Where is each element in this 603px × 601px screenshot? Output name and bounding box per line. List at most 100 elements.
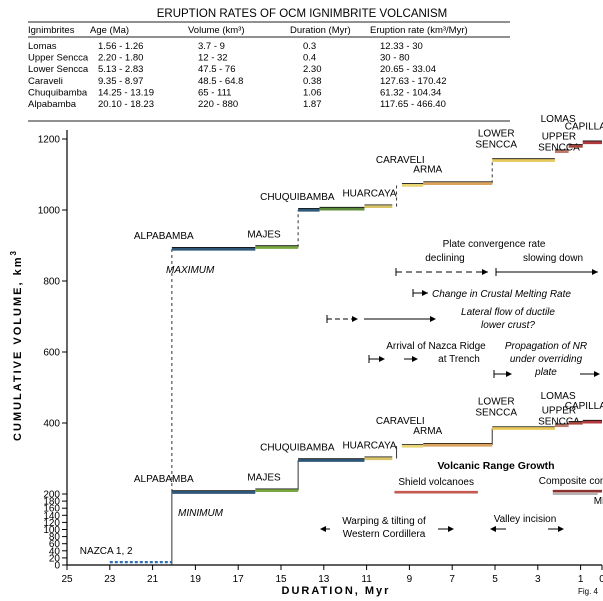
table-title: ERUPTION RATES OF OCM IGNIMBRITE VOLCANI… [157,8,448,20]
extra-line-label: Shield volcanoes [398,477,474,488]
declining-label: declining [425,253,464,264]
propagation-arrowhead [506,371,512,377]
x-tick-label: 19 [190,574,202,585]
step-label: CARAVELI [376,416,425,427]
step-label: LOWER [478,128,515,139]
table-cell: 1.87 [303,99,322,110]
valley-arrowhead-left [490,526,496,532]
valley-label: Valley incision [494,514,557,525]
lateral-flow-line2: lower crust? [481,320,535,331]
range-growth-title: Volcanic Range Growth [437,460,554,472]
table-header: Ignimbrites [28,25,75,36]
table-cell: Alpabamba [28,99,77,110]
extra-line-label: Composite cones [539,476,603,487]
table-cell: Lower Sencca [28,64,89,75]
y-tick-label: 120 [43,518,60,529]
x-tick-label: 9 [407,574,413,585]
y-tick-label: 140 [43,511,60,522]
table-cell: 0.38 [303,76,322,87]
crustal-melting-label: Change in Crustal Melting Rate [432,289,571,300]
y-tick-label: 80 [49,532,61,543]
nazca-arrowhead-2 [412,356,418,362]
table-cell: 65 - 111 [198,87,231,98]
x-tick-label: 21 [147,574,159,585]
extra-lines: Shield volcanoes Composite cones MF [394,476,603,507]
table-cell: 2.30 [303,64,322,75]
y-tick-label: 1000 [38,206,61,217]
declining-arrowhead [482,269,488,275]
step-label: MAJES [247,229,281,240]
table-cell: 20.10 - 18.23 [98,99,154,110]
table-cell: 0.4 [303,53,316,64]
y-axis-title-group: CUMULATIVE VOLUME, km3 [9,249,24,441]
x-tick-label: 25 [61,574,73,585]
y-tick-label: 60 [49,539,61,550]
minimum-label: MINIMUM [178,508,224,519]
y-tick-label: 0 [54,561,60,572]
y-tick-label: 40 [49,546,61,557]
axes: 0204060801001201401601802004006008001000… [38,130,603,585]
y-tick-label: 800 [43,277,60,288]
step-label: LOMAS [541,114,576,125]
warping-arrowhead-left [320,526,326,532]
table-header: Duration (Myr) [290,25,351,36]
risers [171,160,493,565]
step-label: HUARCAYA [342,441,396,452]
x-axis-title: DURATION, Myr [282,585,391,597]
table-cell: 12.33 - 30 [380,41,423,52]
propagation-line3: plate [534,367,557,378]
x-tick-label: 23 [104,574,116,585]
x-tick-label: 11 [361,574,372,585]
step-label: SENCCA [538,416,580,427]
step-label: CAPILLA [565,122,603,133]
step-label: UPPER [542,131,576,142]
x-tick-label: 13 [318,574,330,585]
table-cell: 220 - 880 [198,99,238,110]
x-tick-label: 1 [578,574,584,585]
step-label: SENCCA [538,142,580,153]
melting-arrowhead [422,290,428,296]
x-tick-label: 17 [233,574,245,585]
step-label: ALPABAMBA [134,231,194,242]
slowing-label: slowing down [523,253,583,264]
table-header: Eruption rate (km³/Myr) [370,25,468,36]
lateral-arrowhead [430,316,436,322]
y-axis-title-text: CUMULATIVE VOLUME, km [12,256,24,441]
propagation-arrowhead-2 [594,371,600,377]
propagation-line2: under overriding [510,354,583,365]
lateral-flow-line1: Lateral flow of ductile [461,307,555,318]
x-tick-label: 5 [492,574,498,585]
propagation-line1: Propagation of NR [505,341,587,352]
step-label: SENCCA [475,139,517,150]
step-label: MAJES [247,472,281,483]
y-tick-label: 100 [43,525,60,536]
table-cell: 1.06 [303,87,322,98]
y-tick-label: 20 [49,553,61,564]
table-cell: 30 - 80 [380,53,410,64]
y-tick-label: 1200 [38,135,61,146]
step-label: ARMA [413,164,442,175]
nazca-arrival-line1: Arrival of Nazca Ridge [386,341,486,352]
table-header: Volume (km³) [188,25,244,36]
table-cell: 48.5 - 64.8 [198,76,243,87]
table-cell: 20.65 - 33.04 [380,64,436,75]
warping-line2: Western Cordillera [343,529,426,540]
table-rows: Lomas 1.56 - 1.26 3.7 - 9 0.3 12.33 - 30 Uppe… [28,41,510,122]
warping-arrowhead-right [448,526,454,532]
step-label: NAZCA 1, 2 [80,546,133,557]
valley-arrowhead-right [558,526,564,532]
table-header: Age (Ma) [90,25,129,36]
extra-line-label: MF [594,496,603,507]
step-label: ARMA [413,426,442,437]
figure-number: Fig. 4 [578,587,599,596]
table-cell: 5.13 - 2.83 [98,64,143,75]
table-cell: 14.25 - 13.19 [98,87,154,98]
step-label: HUARCAYA [342,188,396,199]
y-tick-label: 400 [43,419,60,430]
step-label: LOMAS [541,391,576,402]
plate-rate-title: Plate convergence rate [443,239,546,250]
x-tick-label: 0 [599,574,603,585]
x-tick-label: 3 [535,574,541,585]
step-label: SENCCA [475,407,517,418]
